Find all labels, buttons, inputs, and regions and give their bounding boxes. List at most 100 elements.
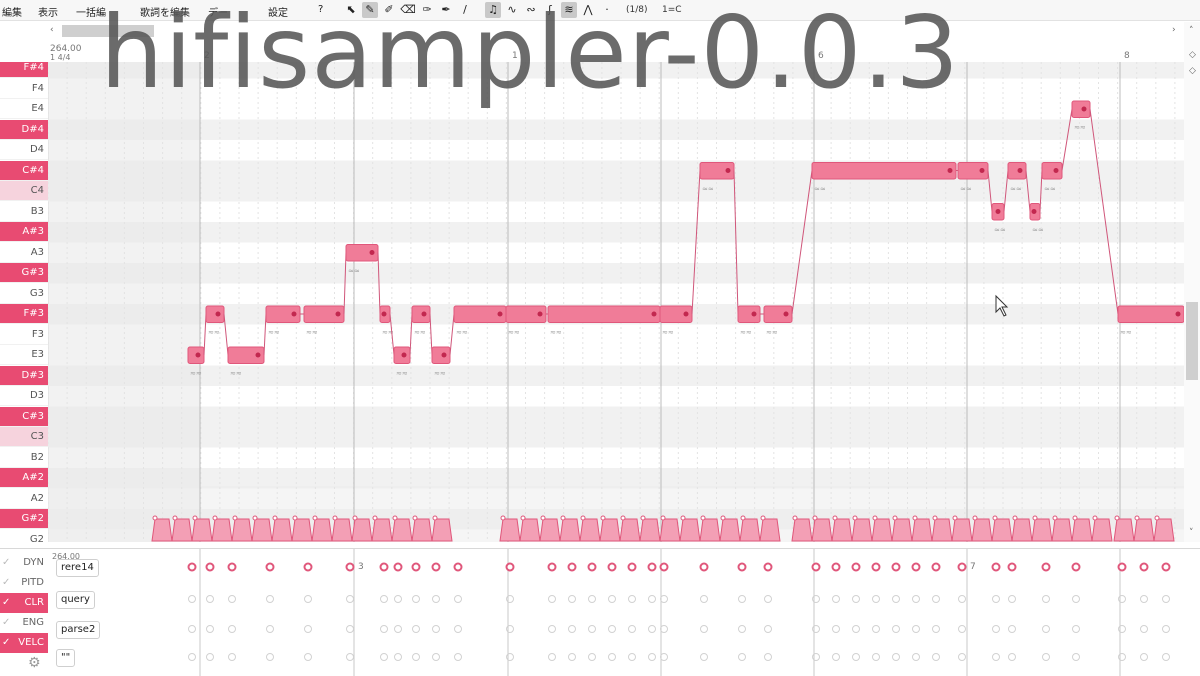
piano-key-ds4[interactable]: D#4 bbox=[0, 119, 48, 140]
note-envelope[interactable] bbox=[291, 518, 313, 542]
note-envelope[interactable] bbox=[911, 518, 933, 542]
piano-key-c3[interactable]: C3 bbox=[0, 427, 48, 447]
note-envelope[interactable] bbox=[699, 518, 721, 542]
note-canvas[interactable]: ≈≈ ≈≈ ≈≈ ≈≈ ≈≈ ≈≈ ≈≈ ≈≈ ≈≈ ≈≈ ≈≈ ≈≈ ≈≈ ≈≈ ≈≈ ≈≈ ≈≈ ≈≈ ≈≈ ≈≈… bbox=[48, 62, 1184, 542]
vibrato-icon[interactable]: ∿ bbox=[507, 3, 517, 16]
expression-eng[interactable]: ✓ ENG bbox=[0, 613, 48, 633]
note-block[interactable] bbox=[763, 305, 793, 323]
note-envelope[interactable] bbox=[499, 518, 521, 542]
note-envelope[interactable] bbox=[391, 518, 413, 542]
draw-pitch-tool-icon[interactable]: ✒ bbox=[441, 3, 451, 16]
note-envelope[interactable] bbox=[191, 518, 213, 542]
note-envelope[interactable] bbox=[171, 518, 193, 542]
note-block[interactable] bbox=[1117, 305, 1184, 323]
menu-lyrics-edit[interactable]: 歌詞を編集 bbox=[140, 8, 190, 19]
menu-batch-edit[interactable]: 一括編 bbox=[76, 8, 106, 19]
menu-edit[interactable]: 編集 bbox=[2, 8, 22, 19]
piano-key-e4[interactable]: E4 bbox=[0, 99, 48, 119]
scroll-down-icon[interactable]: ˅ bbox=[1189, 528, 1194, 538]
note-envelope[interactable] bbox=[871, 518, 893, 542]
note-envelope[interactable] bbox=[1153, 518, 1175, 542]
note-envelope[interactable] bbox=[991, 518, 1013, 542]
note-envelope[interactable] bbox=[679, 518, 701, 542]
piano-key-gs2[interactable]: G#2 bbox=[0, 509, 48, 529]
scroll-up-icon[interactable]: ˄ bbox=[1189, 26, 1194, 36]
note-envelope[interactable] bbox=[331, 518, 353, 542]
expression-canvas[interactable]: 264.00 3 7 rere14 query parse2 "" bbox=[48, 549, 1184, 676]
snap-division[interactable]: (1/8) bbox=[626, 5, 648, 15]
expression-points[interactable] bbox=[48, 549, 1184, 676]
note-envelope[interactable] bbox=[931, 518, 953, 542]
note-envelope[interactable] bbox=[559, 518, 581, 542]
scroll-left-icon[interactable]: ‹ bbox=[50, 25, 54, 35]
piano-key-a3[interactable]: A3 bbox=[0, 243, 48, 263]
menu-help[interactable]: ? bbox=[318, 4, 324, 15]
menu-view[interactable]: 表示 bbox=[38, 8, 58, 19]
pitch-points-icon[interactable]: ∾ bbox=[526, 3, 536, 16]
note-envelope[interactable] bbox=[1091, 518, 1113, 542]
phoneme-icon[interactable]: · bbox=[605, 3, 609, 16]
note-envelope[interactable] bbox=[1071, 518, 1093, 542]
menu-data[interactable]: デー bbox=[208, 8, 228, 19]
brush-tool-icon[interactable]: ✐ bbox=[384, 3, 394, 16]
horizontal-scrollbar[interactable]: ‹ › bbox=[48, 22, 1184, 42]
piano-key-d4[interactable]: D4 bbox=[0, 140, 48, 160]
expression-pitd[interactable]: ✓ PITD bbox=[0, 573, 48, 593]
piano-key-as3[interactable]: A#3 bbox=[0, 222, 48, 242]
note-envelope[interactable] bbox=[1113, 518, 1135, 542]
checkmark-icon[interactable]: ✓ bbox=[2, 557, 11, 568]
gear-icon[interactable]: ⚙ bbox=[28, 655, 41, 671]
checkmark-icon[interactable]: ✓ bbox=[2, 637, 11, 648]
note-envelope[interactable] bbox=[891, 518, 913, 542]
scroll-right-icon[interactable]: › bbox=[1172, 25, 1176, 35]
note-envelope[interactable] bbox=[371, 518, 393, 542]
note-envelope[interactable] bbox=[951, 518, 973, 542]
expression-dyn[interactable]: ✓ DYN bbox=[0, 553, 48, 573]
note-envelope[interactable] bbox=[619, 518, 641, 542]
note-envelope[interactable] bbox=[971, 518, 993, 542]
piano-key-g2[interactable]: G2 bbox=[0, 530, 48, 543]
note-envelope[interactable] bbox=[851, 518, 873, 542]
piano-key-ds3[interactable]: D#3 bbox=[0, 365, 48, 386]
note-envelope[interactable] bbox=[1133, 518, 1155, 542]
note-block[interactable] bbox=[205, 305, 225, 323]
horizontal-scroll-thumb[interactable] bbox=[62, 25, 154, 37]
note-block[interactable] bbox=[431, 346, 451, 364]
note-envelope[interactable] bbox=[271, 518, 293, 542]
singer-phoneme-chip[interactable]: parse2 bbox=[56, 621, 101, 639]
piano-key-gs3[interactable]: G#3 bbox=[0, 263, 48, 283]
eraser-tool-icon[interactable]: ⌫ bbox=[400, 3, 416, 16]
singer-phoneme-chip[interactable]: "" bbox=[56, 649, 76, 667]
pencil-tool-icon[interactable]: ✎ bbox=[362, 2, 378, 18]
piano-key-d3[interactable]: D3 bbox=[0, 386, 48, 406]
note-block[interactable] bbox=[737, 305, 761, 323]
note-envelope[interactable] bbox=[1011, 518, 1033, 542]
note-envelope[interactable] bbox=[1051, 518, 1073, 542]
singer-phoneme-chip[interactable]: query bbox=[56, 591, 95, 609]
note-envelope[interactable] bbox=[1031, 518, 1053, 542]
note-block[interactable] bbox=[227, 346, 265, 364]
piano-key-b2[interactable]: B2 bbox=[0, 448, 48, 468]
checkmark-icon[interactable]: ✓ bbox=[2, 597, 11, 608]
note-envelope[interactable] bbox=[431, 518, 453, 542]
note-envelope[interactable] bbox=[519, 518, 541, 542]
note-block[interactable] bbox=[547, 305, 661, 323]
piano-roll[interactable]: ≈≈ ≈≈ ≈≈ ≈≈ ≈≈ ≈≈ ≈≈ ≈≈ ≈≈ ≈≈ ≈≈ ≈≈ ≈≈ ≈≈ ≈≈ ≈≈ ≈≈ ≈≈ ≈≈ ≈≈… bbox=[48, 62, 1184, 542]
note-envelope[interactable] bbox=[579, 518, 601, 542]
note-envelope[interactable] bbox=[811, 518, 833, 542]
envelope-icon[interactable]: ⋀ bbox=[583, 3, 593, 16]
piano-key-g3[interactable]: G3 bbox=[0, 284, 48, 304]
singer-phoneme-chip[interactable]: rere14 bbox=[56, 559, 99, 577]
note-envelope[interactable] bbox=[599, 518, 621, 542]
note-envelope[interactable] bbox=[831, 518, 853, 542]
note-block[interactable] bbox=[1007, 162, 1027, 180]
cursor-tool-icon[interactable]: ⬉ bbox=[346, 3, 356, 16]
piano-key-f3[interactable]: F3 bbox=[0, 325, 48, 345]
expression-velc[interactable]: ✓ VELC bbox=[0, 633, 48, 653]
zoom-out-icon[interactable]: ◇ bbox=[1189, 66, 1196, 76]
timeline-ruler[interactable]: 264.00 1 4/4 2 1 6 8 bbox=[48, 44, 1184, 63]
note-envelope[interactable] bbox=[151, 518, 173, 542]
note-envelope[interactable] bbox=[739, 518, 761, 542]
note-block[interactable] bbox=[659, 305, 693, 323]
note-envelope[interactable] bbox=[231, 518, 253, 542]
